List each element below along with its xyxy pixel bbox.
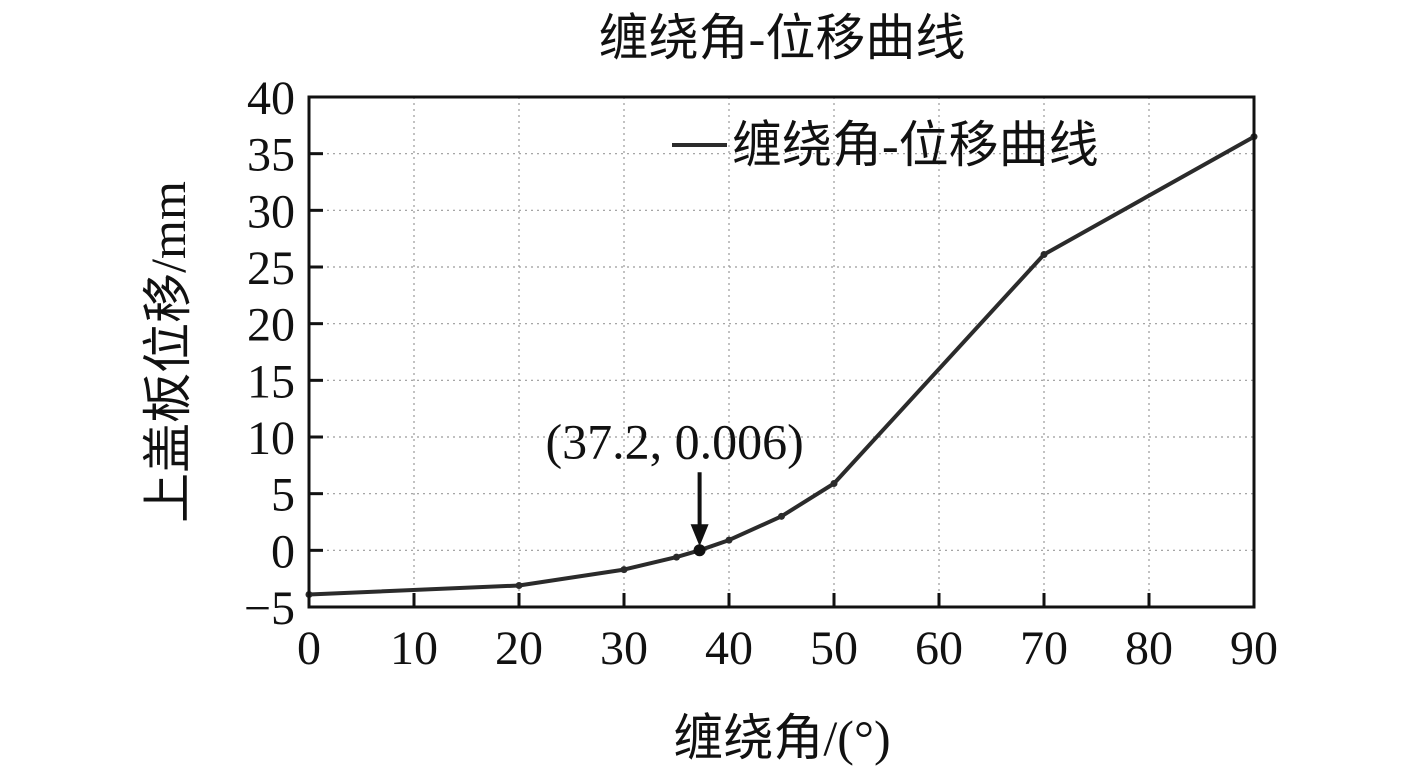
data-point bbox=[778, 512, 785, 520]
series-line bbox=[308, 134, 1255, 597]
y-tick-label: −5 bbox=[244, 582, 295, 635]
x-tick-label: 60 bbox=[915, 622, 963, 675]
x-tick-label: 40 bbox=[705, 622, 753, 675]
annotation-arrow-head bbox=[690, 524, 709, 547]
x-tick-label: 20 bbox=[495, 622, 543, 675]
x-tick-label: 50 bbox=[810, 622, 858, 675]
x-tick-label: 80 bbox=[1125, 622, 1173, 675]
y-tick-label: 5 bbox=[271, 469, 295, 522]
chart-title: 缠绕角-位移曲线 bbox=[599, 10, 966, 66]
y-tick-label: 30 bbox=[247, 185, 295, 238]
data-point bbox=[620, 566, 628, 574]
x-axis-label: 缠绕角/(°) bbox=[673, 710, 890, 766]
annotation-point bbox=[693, 544, 706, 557]
data-point bbox=[725, 536, 733, 544]
plot-frame bbox=[307, 95, 1256, 609]
data-point bbox=[673, 553, 680, 561]
y-tick-label: 15 bbox=[247, 355, 295, 408]
annotations: (37.2, 0.006) bbox=[545, 413, 804, 557]
grid bbox=[309, 97, 1254, 607]
y-tick-label: 10 bbox=[247, 412, 295, 465]
x-tick-label: 0 bbox=[297, 622, 321, 675]
data-point bbox=[515, 581, 523, 589]
legend: 缠绕角-位移曲线 bbox=[672, 117, 1099, 173]
ticks bbox=[307, 95, 1256, 609]
y-tick-label: 20 bbox=[247, 299, 295, 352]
annotation-label: (37.2, 0.006) bbox=[545, 413, 803, 469]
y-tick-label: 35 bbox=[247, 129, 295, 182]
legend-label: 缠绕角-位移曲线 bbox=[732, 117, 1099, 173]
y-tick-label: 40 bbox=[247, 72, 295, 125]
x-tick-label: 70 bbox=[1020, 622, 1068, 675]
x-tick-label: 90 bbox=[1230, 622, 1278, 675]
x-tick-label: 30 bbox=[600, 622, 648, 675]
series bbox=[305, 133, 1258, 599]
y-tick-label: 0 bbox=[271, 525, 295, 578]
x-tick-label: 10 bbox=[390, 622, 438, 675]
data-point bbox=[830, 479, 838, 487]
data-point bbox=[1040, 251, 1048, 259]
y-axis-label: 上盖板位移/mm bbox=[140, 181, 196, 523]
y-tick-label: 25 bbox=[247, 242, 295, 295]
